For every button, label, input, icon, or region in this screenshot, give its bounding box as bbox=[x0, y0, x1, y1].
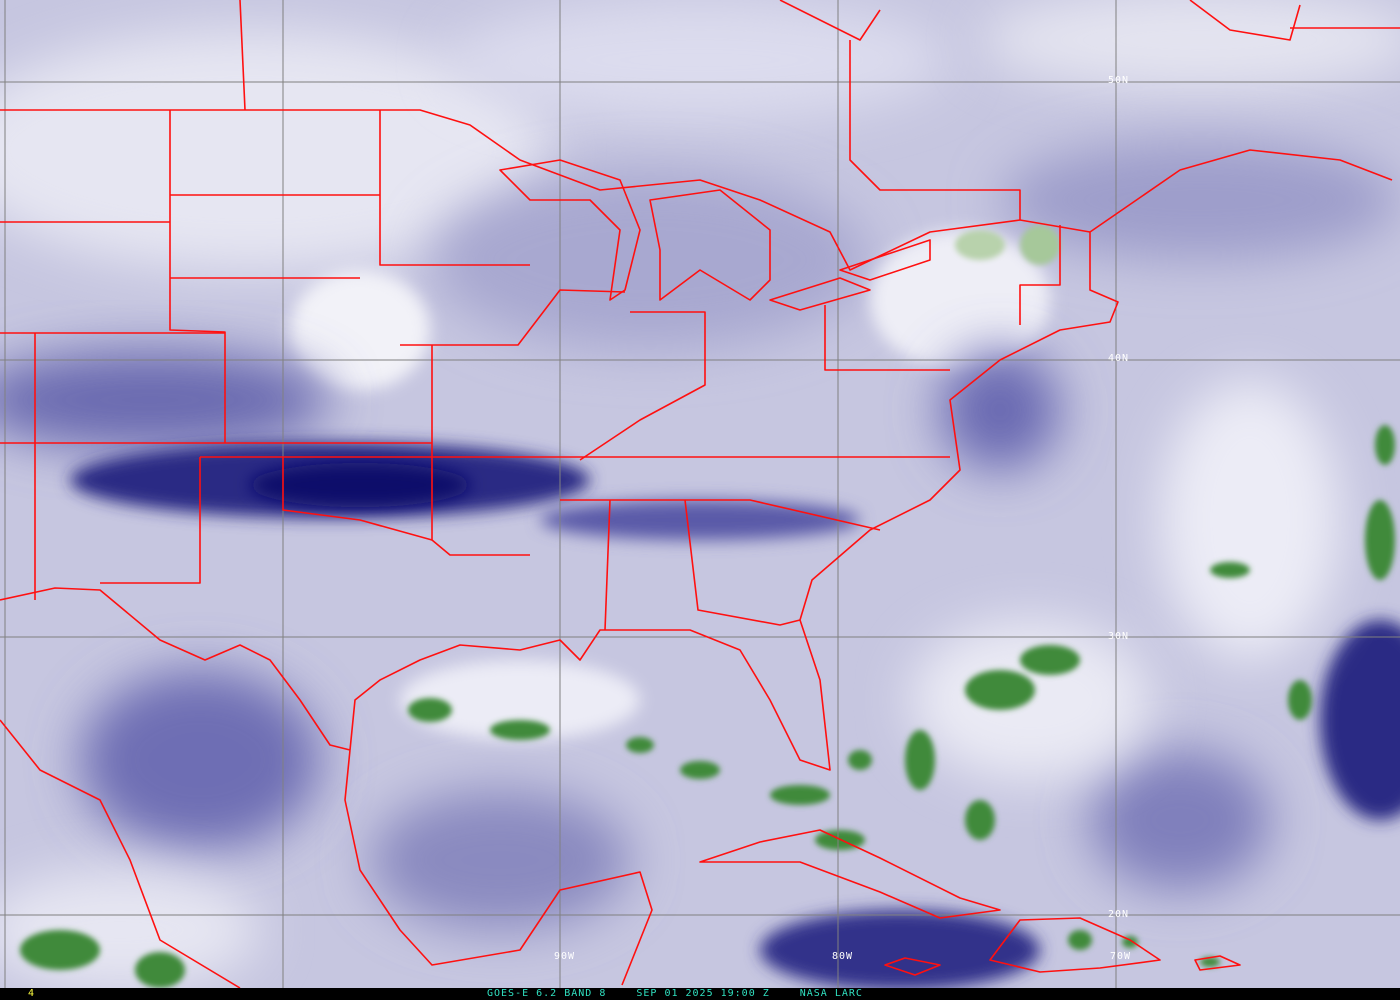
caption: GOES-E 6.2 BAND 8 SEP 01 2025 19:00 Z NASA… bbox=[487, 988, 893, 1000]
product-label: GOES-E 6.2 BAND 8 bbox=[487, 988, 607, 999]
source-label: NASA LARC bbox=[799, 988, 863, 999]
caption-bar: 4 GOES-E 6.2 BAND 8 SEP 01 2025 19:00 Z NA… bbox=[0, 988, 1400, 1000]
latitude-label-20n: 20N bbox=[1108, 909, 1130, 920]
convection-cells bbox=[20, 225, 1395, 988]
longitude-label-80w: 80W bbox=[832, 951, 854, 962]
latitude-label-50n: 50N bbox=[1108, 75, 1130, 86]
latitude-label-40n: 40N bbox=[1108, 353, 1130, 364]
longitude-label-70w: 70W bbox=[1110, 951, 1132, 962]
longitude-label-90w: 90W bbox=[554, 951, 576, 962]
frame-number: 4 bbox=[28, 988, 35, 999]
datetime-label: SEP 01 2025 19:00 Z bbox=[636, 988, 770, 999]
latitude-label-30n: 30N bbox=[1108, 631, 1130, 642]
